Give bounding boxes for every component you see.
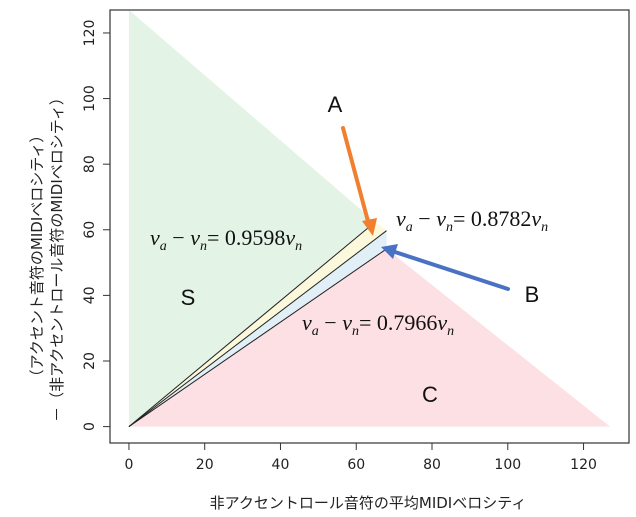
x-tick-label: 60	[347, 457, 365, 473]
region-A	[128, 221, 387, 427]
y-axis-title-line-1: （アクセント音符のMIDIベロシティ）	[28, 128, 46, 385]
equation-coef-0.7966: 0.7966	[377, 310, 438, 335]
y-axis: 0 20 40 60 80 100 120	[82, 20, 110, 431]
y-tick-label: 0	[82, 422, 98, 431]
equation-label-0.8782: va − vn= 0.8782vn	[396, 206, 548, 235]
callout-label-B: B	[525, 282, 540, 307]
equation-label-0.9598: va − vn= 0.9598vn	[150, 225, 302, 254]
x-tick-label: 40	[272, 457, 290, 473]
region-C	[128, 248, 611, 427]
boundary-lines-group	[128, 221, 387, 428]
y-tick-label: 20	[82, 352, 98, 370]
equation-label-0.7966: va − vn= 0.7966vn	[302, 310, 454, 339]
boundary-line-0.7966	[128, 248, 387, 428]
x-tick-label: 20	[196, 457, 214, 473]
x-tick-label: 80	[423, 457, 441, 473]
plot-frame	[109, 9, 630, 444]
y-tick-label: 100	[82, 85, 98, 112]
y-axis-title-line-2: －（非アクセントロール音符のMIDIベロシティ）	[48, 90, 66, 422]
x-tick-label: 100	[494, 457, 521, 473]
callout-label-A: A	[328, 92, 343, 117]
x-tick-label: 0	[124, 457, 133, 473]
x-tick-label: 120	[570, 457, 597, 473]
region-label-C: C	[422, 382, 438, 407]
y-tick-label: 120	[82, 20, 98, 47]
arrow-A-head	[362, 218, 377, 236]
region-label-S: S	[181, 285, 196, 310]
arrow-B-shaft	[393, 250, 510, 291]
y-tick-label: 40	[82, 286, 98, 304]
y-tick-label: 80	[82, 155, 98, 173]
x-axis-title: 非アクセントロール音符の平均MIDIベロシティ	[210, 494, 527, 512]
boundary-line-0.8782	[128, 230, 387, 427]
boundary-line-0.9598	[128, 221, 376, 427]
region-S	[128, 10, 376, 427]
arrow-B	[381, 244, 510, 291]
y-tick-label: 60	[82, 221, 98, 239]
arrow-A	[341, 126, 377, 236]
arrow-A-shaft	[341, 126, 371, 227]
equation-coef-0.9598: 0.9598	[225, 225, 286, 250]
x-axis: 0 20 40 60 80 100 120	[124, 443, 597, 473]
equation-coef-0.8782: 0.8782	[471, 206, 532, 231]
arrow-B-head	[381, 244, 398, 259]
